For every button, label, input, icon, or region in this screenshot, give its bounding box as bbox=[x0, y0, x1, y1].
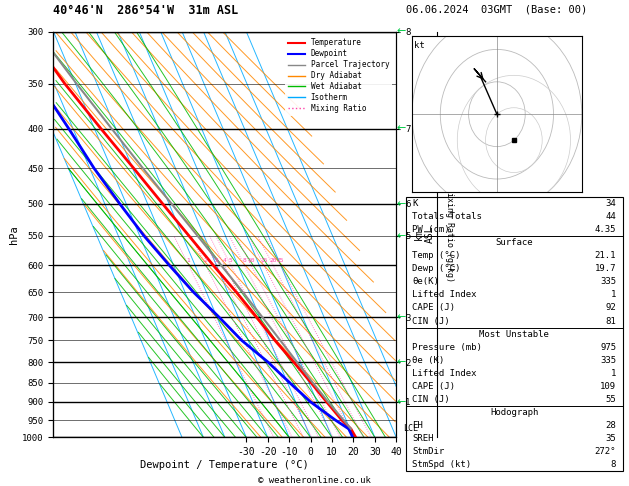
Text: θe(K): θe(K) bbox=[412, 278, 439, 286]
Text: ←: ← bbox=[397, 123, 406, 134]
Text: K: K bbox=[412, 199, 418, 208]
Text: ←: ← bbox=[397, 199, 406, 209]
Text: Temp (°C): Temp (°C) bbox=[412, 251, 460, 260]
Text: 34: 34 bbox=[606, 199, 616, 208]
Text: 1: 1 bbox=[611, 291, 616, 299]
Text: 44: 44 bbox=[606, 212, 616, 221]
Text: 25: 25 bbox=[277, 258, 284, 263]
Text: 21.1: 21.1 bbox=[594, 251, 616, 260]
Text: Totals Totals: Totals Totals bbox=[412, 212, 482, 221]
Text: 4.35: 4.35 bbox=[594, 225, 616, 234]
Text: ←: ← bbox=[397, 312, 406, 322]
Text: 109: 109 bbox=[600, 382, 616, 391]
Text: ←: ← bbox=[397, 231, 406, 241]
Text: SREH: SREH bbox=[412, 434, 434, 443]
Text: 28: 28 bbox=[606, 421, 616, 430]
Text: ←: ← bbox=[397, 357, 406, 367]
Text: CAPE (J): CAPE (J) bbox=[412, 303, 455, 312]
Text: 35: 35 bbox=[606, 434, 616, 443]
Text: ←: ← bbox=[397, 27, 406, 36]
Text: Dewp (°C): Dewp (°C) bbox=[412, 264, 460, 273]
Text: © weatheronline.co.uk: © weatheronline.co.uk bbox=[258, 476, 371, 485]
Text: 19.7: 19.7 bbox=[594, 264, 616, 273]
Text: 335: 335 bbox=[600, 278, 616, 286]
Text: 2: 2 bbox=[204, 258, 208, 263]
Text: 5: 5 bbox=[229, 258, 233, 263]
Text: 1: 1 bbox=[187, 258, 191, 263]
Text: Hodograph: Hodograph bbox=[490, 408, 538, 417]
Text: StmSpd (kt): StmSpd (kt) bbox=[412, 460, 471, 469]
Text: 8: 8 bbox=[611, 460, 616, 469]
Text: 06.06.2024  03GMT  (Base: 00): 06.06.2024 03GMT (Base: 00) bbox=[406, 4, 587, 15]
Text: 975: 975 bbox=[600, 343, 616, 352]
Text: PW (cm): PW (cm) bbox=[412, 225, 450, 234]
Text: ←: ← bbox=[397, 397, 406, 407]
Text: 8: 8 bbox=[243, 258, 247, 263]
Y-axis label: hPa: hPa bbox=[9, 225, 19, 244]
Text: 55: 55 bbox=[606, 395, 616, 404]
Text: 92: 92 bbox=[606, 303, 616, 312]
Text: 15: 15 bbox=[260, 258, 267, 263]
Text: Lifted Index: Lifted Index bbox=[412, 291, 477, 299]
Text: 81: 81 bbox=[606, 316, 616, 326]
Text: LCL: LCL bbox=[403, 424, 418, 434]
Text: CAPE (J): CAPE (J) bbox=[412, 382, 455, 391]
Text: Surface: Surface bbox=[496, 238, 533, 247]
Legend: Temperature, Dewpoint, Parcel Trajectory, Dry Adiabat, Wet Adiabat, Isotherm, Mi: Temperature, Dewpoint, Parcel Trajectory… bbox=[285, 35, 392, 116]
Text: 10: 10 bbox=[247, 258, 255, 263]
Text: 272°: 272° bbox=[594, 447, 616, 456]
Text: StmDir: StmDir bbox=[412, 447, 445, 456]
Text: kt: kt bbox=[414, 41, 425, 50]
Y-axis label: km
ASL: km ASL bbox=[413, 226, 435, 243]
Y-axis label: Mixing Ratio (g/kg): Mixing Ratio (g/kg) bbox=[445, 187, 454, 282]
Text: EH: EH bbox=[412, 421, 423, 430]
Text: Pressure (mb): Pressure (mb) bbox=[412, 343, 482, 352]
Text: Most Unstable: Most Unstable bbox=[479, 330, 549, 339]
Text: 4: 4 bbox=[223, 258, 226, 263]
Text: CIN (J): CIN (J) bbox=[412, 316, 450, 326]
Text: CIN (J): CIN (J) bbox=[412, 395, 450, 404]
Text: 20: 20 bbox=[269, 258, 277, 263]
Text: Lifted Index: Lifted Index bbox=[412, 369, 477, 378]
Text: 335: 335 bbox=[600, 356, 616, 365]
Text: θe (K): θe (K) bbox=[412, 356, 445, 365]
X-axis label: Dewpoint / Temperature (°C): Dewpoint / Temperature (°C) bbox=[140, 460, 309, 470]
Text: 1: 1 bbox=[611, 369, 616, 378]
Text: 40°46'N  286°54'W  31m ASL: 40°46'N 286°54'W 31m ASL bbox=[53, 4, 239, 17]
Text: 3: 3 bbox=[214, 258, 218, 263]
